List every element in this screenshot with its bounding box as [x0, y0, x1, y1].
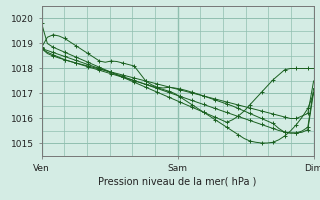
X-axis label: Pression niveau de la mer( hPa ): Pression niveau de la mer( hPa ) [99, 177, 257, 187]
